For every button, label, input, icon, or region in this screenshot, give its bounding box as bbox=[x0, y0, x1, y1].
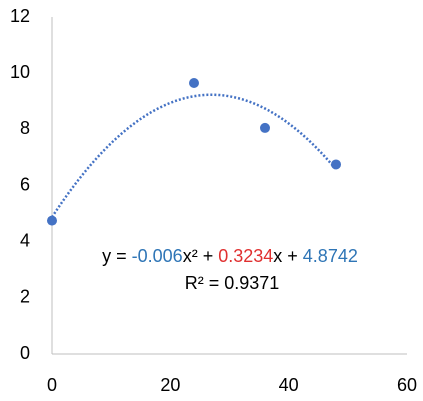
y-tick-label: 12 bbox=[10, 6, 30, 26]
y-tick-label: 4 bbox=[20, 230, 30, 250]
x-tick-label: 20 bbox=[160, 375, 180, 395]
y-tick-label: 6 bbox=[20, 174, 30, 194]
x-tick-label: 40 bbox=[279, 375, 299, 395]
point bbox=[260, 122, 270, 133]
y-tick-label: 8 bbox=[20, 118, 30, 138]
r2-label: R² = bbox=[185, 273, 225, 293]
coefficient: -0.006 bbox=[132, 246, 183, 266]
r-squared: R² = 0.9371 bbox=[185, 273, 280, 293]
y-tick-label: 0 bbox=[20, 343, 30, 363]
equation-text: y = bbox=[102, 246, 132, 266]
trend-equation: y = -0.006x² + 0.3234x + 4.8742 bbox=[102, 246, 358, 266]
x-tick-label: 0 bbox=[47, 375, 57, 395]
equation-text: x + bbox=[273, 246, 303, 266]
coefficient: 0.3234 bbox=[218, 246, 273, 266]
y-tick-label: 2 bbox=[20, 287, 30, 307]
r2-value: 0.9371 bbox=[224, 273, 279, 293]
y-tick-label: 10 bbox=[10, 62, 30, 82]
point bbox=[47, 215, 57, 226]
point bbox=[331, 159, 341, 170]
equation-text: x² + bbox=[183, 246, 219, 266]
point bbox=[189, 77, 199, 88]
trendline bbox=[50, 93, 337, 218]
x-tick-label: 60 bbox=[397, 375, 417, 395]
coefficient: 4.8742 bbox=[303, 246, 358, 266]
